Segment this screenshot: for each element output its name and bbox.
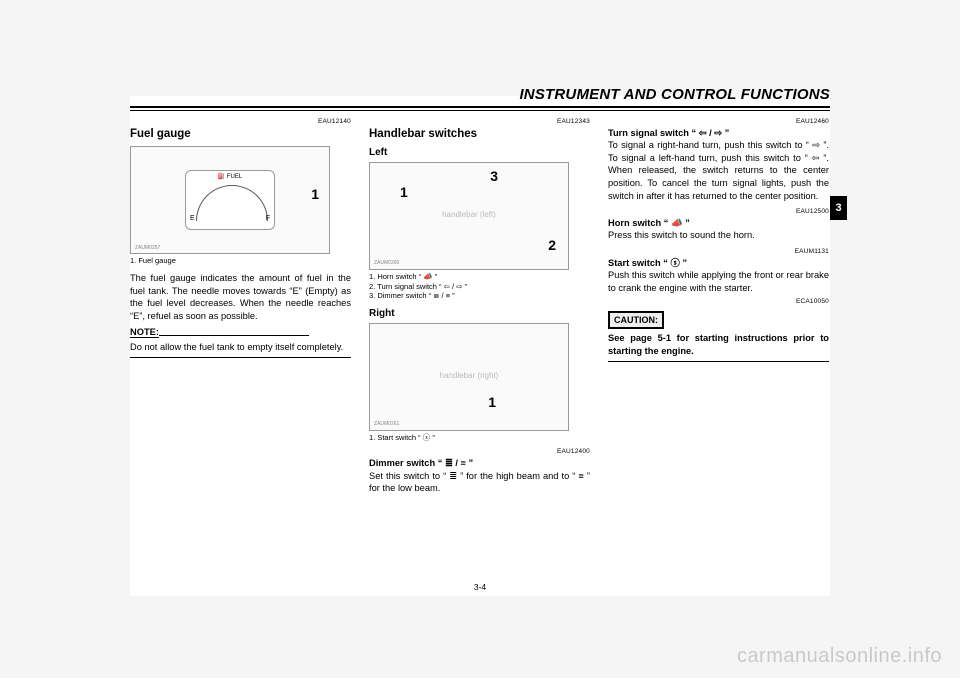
- subheading-right: Right: [369, 307, 590, 321]
- content-columns: EAU12140 Fuel gauge ⛽ FUEL E F 1 ZAUM025…: [130, 118, 830, 499]
- caution-label: CAUTION:: [608, 311, 664, 329]
- note-rule: [159, 335, 309, 336]
- page-number: 3-4: [130, 582, 830, 592]
- ref-code: EAU12343: [369, 118, 590, 127]
- caption-line: 1. Fuel gauge: [130, 256, 351, 266]
- heading-dimmer-switch: Dimmer switch “ ≣ / ≡ ”: [369, 457, 590, 470]
- caution-body: See page 5-1 for starting instructions p…: [608, 332, 829, 357]
- note-body: Do not allow the fuel tank to empty itse…: [130, 341, 351, 354]
- column-3: EAU12460 Turn signal switch “ ⇦ / ⇨ ” To…: [608, 118, 829, 499]
- figure-callout-1: 1: [488, 393, 496, 412]
- figure-callout-2: 2: [548, 236, 556, 255]
- note-heading: NOTE:: [130, 327, 159, 337]
- figure-id: ZAUM0260: [374, 260, 399, 267]
- column-1: EAU12140 Fuel gauge ⛽ FUEL E F 1 ZAUM025…: [130, 118, 351, 499]
- heading-start-switch: Start switch “ ⓢ ”: [608, 257, 829, 270]
- header-rule-thick: [130, 106, 830, 108]
- heading-horn-switch: Horn switch “ 📣 ”: [608, 217, 829, 230]
- figure-caption-list-left: 1. Horn switch “ 📣 ” 2. Turn signal swit…: [369, 272, 590, 301]
- gauge-e: E: [190, 214, 195, 223]
- ref-code: EAU12140: [130, 118, 351, 127]
- caption-line: 3. Dimmer switch “ ≣ / ≡ ”: [369, 291, 590, 301]
- caption-line: 2. Turn signal switch “ ⇦ / ⇨ ”: [369, 282, 590, 292]
- note-end-rule: [130, 357, 351, 358]
- watermark: carmanualsonline.info: [737, 645, 942, 668]
- ref-code: EAUM1131: [608, 248, 829, 257]
- gauge-title: ⛽ FUEL: [186, 173, 274, 181]
- ref-code: EAU12500: [608, 208, 829, 217]
- figure-id: ZAUM0257: [135, 245, 160, 252]
- note-block: NOTE: Do not allow the fuel tank to empt…: [130, 326, 351, 358]
- page-title: INSTRUMENT AND CONTROL FUNCTIONS: [130, 86, 830, 103]
- figure-callout-1: 1: [400, 183, 408, 202]
- header-rule-thin: [130, 110, 830, 111]
- figure-callout-3: 3: [490, 167, 498, 186]
- caption-line: 1. Horn switch “ 📣 ”: [369, 272, 590, 282]
- caution-end-rule: [608, 361, 829, 362]
- placeholder-icon: handlebar (left): [442, 210, 496, 221]
- subheading-left: Left: [369, 146, 590, 160]
- ref-code: ECA10050: [608, 298, 829, 307]
- caption-line: 1. Start switch “ ⓢ ”: [369, 433, 590, 443]
- column-2: EAU12343 Handlebar switches Left handleb…: [369, 118, 590, 499]
- gauge-f: F: [266, 214, 270, 223]
- figure-caption-list: 1. Fuel gauge: [130, 256, 351, 266]
- figure-id: ZAUM0261: [374, 421, 399, 428]
- body-text-turn-signal: To signal a right-hand turn, push this s…: [608, 139, 829, 202]
- body-text-start: Push this switch while applying the fron…: [608, 269, 829, 294]
- figure-handlebar-right: handlebar (right) 1 ZAUM0261: [369, 323, 569, 431]
- figure-caption-list-right: 1. Start switch “ ⓢ ”: [369, 433, 590, 443]
- body-text-fuel-gauge: The fuel gauge indicates the amount of f…: [130, 272, 351, 322]
- body-text-dimmer: Set this switch to “ ≣ ” for the high be…: [369, 470, 590, 495]
- heading-handlebar-switches: Handlebar switches: [369, 127, 590, 143]
- heading-turn-signal: Turn signal switch “ ⇦ / ⇨ ”: [608, 127, 829, 140]
- body-text-horn: Press this switch to sound the horn.: [608, 229, 829, 242]
- ref-code: EAU12400: [369, 448, 590, 457]
- heading-fuel-gauge: Fuel gauge: [130, 127, 351, 143]
- chapter-tab: 3: [830, 196, 847, 220]
- ref-code: EAU12460: [608, 118, 829, 127]
- figure-callout-1: 1: [311, 185, 319, 204]
- figure-fuel-gauge: ⛽ FUEL E F 1 ZAUM0257: [130, 146, 330, 254]
- figure-handlebar-left: handlebar (left) 1 3 2 ZAUM0260: [369, 162, 569, 270]
- gauge-icon: ⛽ FUEL E F: [185, 170, 275, 230]
- placeholder-icon: handlebar (right): [440, 371, 499, 382]
